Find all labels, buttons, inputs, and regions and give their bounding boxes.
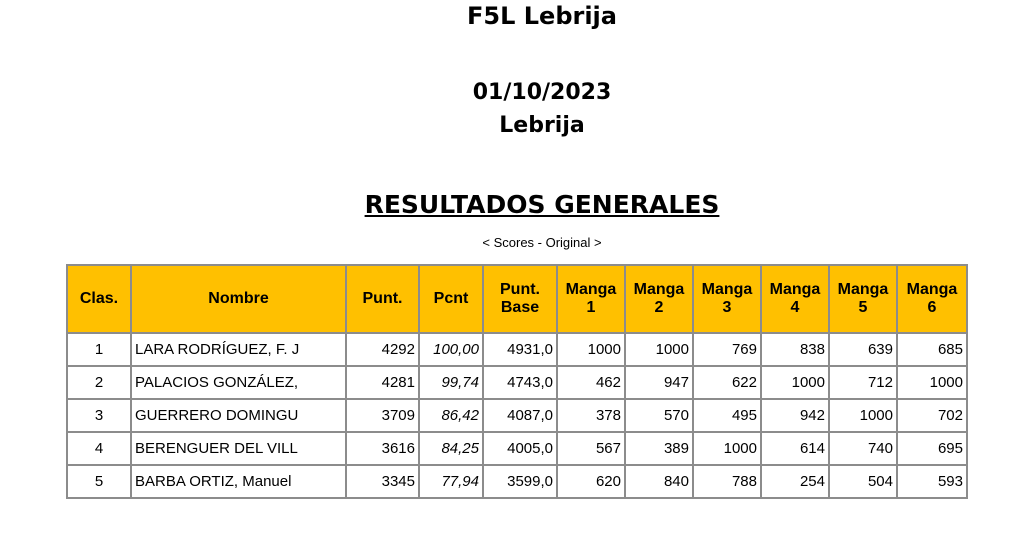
header-manga-5: Manga 5 <box>828 264 898 334</box>
cell-punt: 3709 <box>345 398 420 433</box>
cell-clas: 2 <box>66 365 132 400</box>
cell-pcnt: 84,25 <box>418 431 484 466</box>
cell-punt-base: 3599,0 <box>482 464 558 499</box>
cell-manga-2: 389 <box>624 431 694 466</box>
cell-manga-6: 593 <box>896 464 968 499</box>
cell-clas: 1 <box>66 332 132 367</box>
cell-nombre: LARA RODRÍGUEZ, F. J <box>130 332 347 367</box>
header-manga-6: Manga 6 <box>896 264 968 334</box>
cell-manga-2: 570 <box>624 398 694 433</box>
table-row: 4 BERENGUER DEL VILL 3616 84,25 4005,0 567 389… <box>66 431 968 466</box>
document-title: F5L Lebrija <box>467 2 617 30</box>
cell-manga-1: 462 <box>556 365 626 400</box>
cell-manga-6: 685 <box>896 332 968 367</box>
cell-manga-3: 769 <box>692 332 762 367</box>
header-manga-2: Manga 2 <box>624 264 694 334</box>
cell-manga-5: 1000 <box>828 398 898 433</box>
cell-nombre: PALACIOS GONZÁLEZ, <box>130 365 347 400</box>
cell-clas: 4 <box>66 431 132 466</box>
cell-clas: 3 <box>66 398 132 433</box>
cell-pcnt: 86,42 <box>418 398 484 433</box>
cell-punt-base: 4743,0 <box>482 365 558 400</box>
header-row: Clas. Nombre Punt. Pcnt Punt. Base Manga 1 Man… <box>66 264 968 334</box>
cell-punt: 3345 <box>345 464 420 499</box>
cell-punt-base: 4931,0 <box>482 332 558 367</box>
cell-nombre: GUERRERO DOMINGU <box>130 398 347 433</box>
cell-manga-3: 622 <box>692 365 762 400</box>
header-manga-4: Manga 4 <box>760 264 830 334</box>
cell-manga-6: 695 <box>896 431 968 466</box>
cell-manga-4: 1000 <box>760 365 830 400</box>
cell-manga-5: 740 <box>828 431 898 466</box>
cell-manga-2: 947 <box>624 365 694 400</box>
cell-pcnt: 99,74 <box>418 365 484 400</box>
event-place: Lebrija <box>499 113 585 138</box>
header-pcnt: Pcnt <box>418 264 484 334</box>
cell-punt: 4281 <box>345 365 420 400</box>
header-punt: Punt. <box>345 264 420 334</box>
cell-manga-1: 378 <box>556 398 626 433</box>
header-nombre: Nombre <box>130 264 347 334</box>
cell-manga-5: 504 <box>828 464 898 499</box>
cell-manga-1: 620 <box>556 464 626 499</box>
table-row: 3 GUERRERO DOMINGU 3709 86,42 4087,0 378 570 49… <box>66 398 968 433</box>
cell-punt-base: 4005,0 <box>482 431 558 466</box>
cell-manga-5: 712 <box>828 365 898 400</box>
cell-manga-4: 838 <box>760 332 830 367</box>
header-punt-base: Punt. Base <box>482 264 558 334</box>
cell-manga-6: 1000 <box>896 365 968 400</box>
cell-clas: 5 <box>66 464 132 499</box>
cell-pcnt: 100,00 <box>418 332 484 367</box>
cell-manga-3: 495 <box>692 398 762 433</box>
cell-manga-3: 788 <box>692 464 762 499</box>
cell-nombre: BARBA ORTIZ, Manuel <box>130 464 347 499</box>
cell-manga-4: 254 <box>760 464 830 499</box>
cell-manga-2: 1000 <box>624 332 694 367</box>
cell-manga-4: 614 <box>760 431 830 466</box>
table-row: 2 PALACIOS GONZÁLEZ, 4281 99,74 4743,0 462 947… <box>66 365 968 400</box>
cell-manga-1: 1000 <box>556 332 626 367</box>
table-row: 1 LARA RODRÍGUEZ, F. J 4292 100,00 4931,0 100… <box>66 332 968 367</box>
cell-manga-3: 1000 <box>692 431 762 466</box>
cell-manga-6: 702 <box>896 398 968 433</box>
cell-punt-base: 4087,0 <box>482 398 558 433</box>
cell-manga-5: 639 <box>828 332 898 367</box>
cell-pcnt: 77,94 <box>418 464 484 499</box>
cell-punt: 4292 <box>345 332 420 367</box>
results-table: Clas. Nombre Punt. Pcnt Punt. Base Manga 1 Man… <box>66 264 968 499</box>
cell-manga-4: 942 <box>760 398 830 433</box>
cell-manga-2: 840 <box>624 464 694 499</box>
header-manga-1: Manga 1 <box>556 264 626 334</box>
section-title: RESULTADOS GENERALES <box>364 190 720 219</box>
event-date: 01/10/2023 <box>472 80 612 105</box>
cell-nombre: BERENGUER DEL VILL <box>130 431 347 466</box>
subtitle: < Scores - Original > <box>482 235 602 250</box>
header-manga-3: Manga 3 <box>692 264 762 334</box>
table-row: 5 BARBA ORTIZ, Manuel 3345 77,94 3599,0 620 84… <box>66 464 968 499</box>
cell-punt: 3616 <box>345 431 420 466</box>
cell-manga-1: 567 <box>556 431 626 466</box>
header-clas: Clas. <box>66 264 132 334</box>
